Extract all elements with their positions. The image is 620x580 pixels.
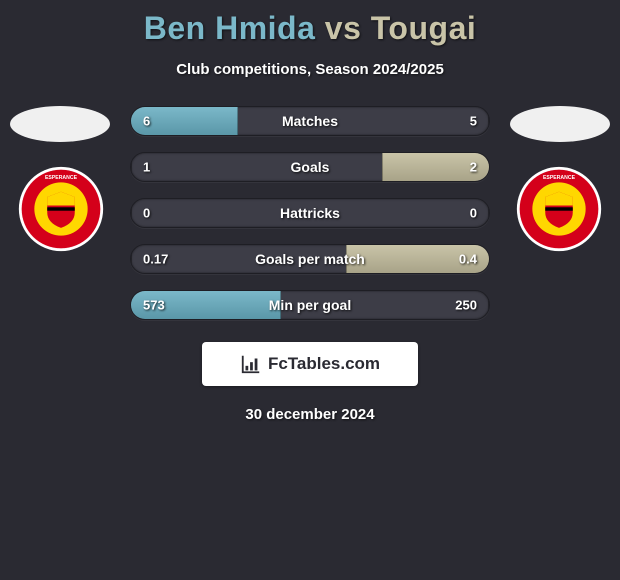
club-badge-icon: ESPERANCE — [18, 166, 104, 252]
stat-bar: 6Matches5 — [130, 106, 490, 136]
stat-value-right: 5 — [470, 114, 477, 129]
player1-avatar-placeholder — [10, 106, 110, 142]
brand-text: FcTables.com — [268, 354, 380, 374]
stat-fill-left — [131, 245, 132, 273]
vs-text: vs — [325, 10, 362, 46]
stat-value-left: 0 — [143, 206, 150, 221]
subtitle: Club competitions, Season 2024/2025 — [0, 61, 620, 78]
stat-value-left: 0.17 — [143, 252, 168, 267]
stat-bar: 0.17Goals per match0.4 — [130, 244, 490, 274]
stat-fill-left — [131, 199, 132, 227]
svg-text:ESPERANCE: ESPERANCE — [543, 175, 576, 181]
stat-fill-left — [131, 153, 132, 181]
stat-fill-right — [488, 291, 489, 319]
stat-bars: 6Matches5 1Goals2 0Hattricks0 0.17Goals per… — [130, 106, 490, 320]
stat-value-right: 250 — [455, 298, 477, 313]
stat-value-right: 0 — [470, 206, 477, 221]
club-badge-icon: ESPERANCE — [516, 166, 602, 252]
stat-fill-left — [131, 291, 281, 319]
stat-fill-left — [131, 107, 238, 135]
player2-club-badge: ESPERANCE — [516, 166, 602, 252]
comparison-content: ESPERANCE ESPERANCE 6Matches5 1Goals2 0Hat… — [0, 106, 620, 320]
stat-bar: 0Hattricks0 — [130, 198, 490, 228]
chart-icon — [240, 353, 262, 375]
player1-name: Ben Hmida — [144, 10, 316, 46]
stat-bar: 1Goals2 — [130, 152, 490, 182]
date-text: 30 december 2024 — [0, 406, 620, 423]
stat-label: Hattricks — [131, 205, 489, 221]
player2-avatar-placeholder — [510, 106, 610, 142]
stat-bar: 573Min per goal250 — [130, 290, 490, 320]
stat-fill-right — [382, 153, 489, 181]
page-title: Ben Hmida vs Tougai — [0, 0, 620, 47]
svg-text:ESPERANCE: ESPERANCE — [45, 175, 78, 181]
stat-fill-right — [488, 199, 489, 227]
fctables-logo[interactable]: FcTables.com — [202, 342, 418, 386]
stat-fill-right — [346, 245, 489, 273]
player2-name: Tougai — [371, 10, 477, 46]
stat-fill-right — [488, 107, 489, 135]
stat-value-left: 1 — [143, 160, 150, 175]
player1-club-badge: ESPERANCE — [18, 166, 104, 252]
